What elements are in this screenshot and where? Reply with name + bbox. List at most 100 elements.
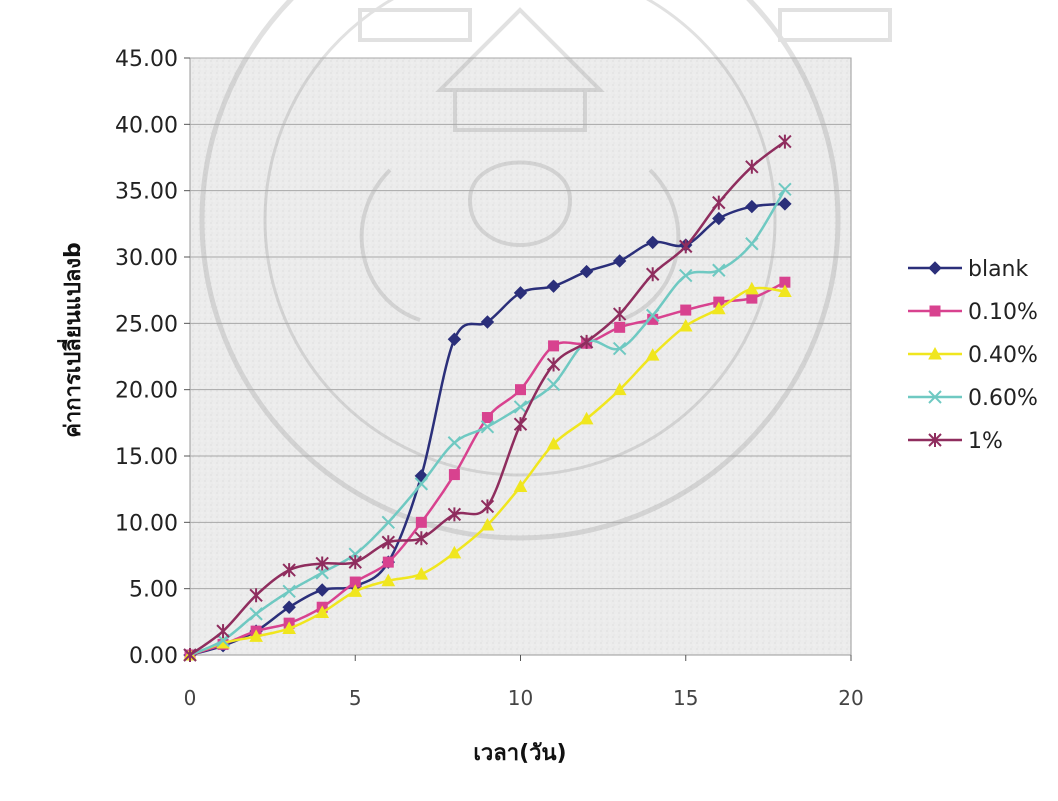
data-point xyxy=(513,286,528,300)
y-tick-label: 20.00 xyxy=(115,379,178,404)
seal-left-box xyxy=(358,8,472,42)
data-point xyxy=(415,516,427,528)
legend-marker xyxy=(928,346,942,360)
seal-outer-ring xyxy=(199,0,841,541)
legend-item: 1% xyxy=(908,429,1003,454)
data-point xyxy=(447,332,462,346)
seal-right-box xyxy=(778,8,892,42)
plot-area xyxy=(189,57,852,656)
data-point xyxy=(480,420,495,434)
data-point xyxy=(546,437,561,450)
legend-item: blank xyxy=(908,257,1029,282)
data-point xyxy=(447,545,462,559)
data-point xyxy=(712,195,726,210)
data-point xyxy=(249,588,263,603)
seal-altar-shape xyxy=(453,88,587,132)
data-point xyxy=(481,412,493,424)
legend-label: 0.10% xyxy=(968,300,1038,325)
data-point xyxy=(778,197,792,211)
legend-label: blank xyxy=(968,257,1029,282)
data-point xyxy=(513,400,528,414)
series-4 xyxy=(183,182,792,662)
data-point xyxy=(414,567,429,580)
data-point xyxy=(282,600,296,614)
data-point xyxy=(712,211,726,226)
series-layer xyxy=(183,134,792,662)
data-point xyxy=(778,134,792,149)
legend-marker xyxy=(928,390,942,404)
y-tick-label: 25.00 xyxy=(115,312,178,337)
data-point xyxy=(612,382,627,396)
data-point xyxy=(315,556,329,571)
x-tick-label: 0 xyxy=(184,686,197,710)
series-5 xyxy=(183,134,792,662)
x-axis-title: เวลา(วัน) xyxy=(473,741,566,766)
x-tick-label: 15 xyxy=(673,686,698,710)
data-point xyxy=(746,292,758,304)
data-point xyxy=(414,531,429,546)
seal-left-flourish xyxy=(359,168,421,322)
data-point xyxy=(612,254,627,268)
data-point xyxy=(381,535,396,550)
y-tick-label: 40.00 xyxy=(115,113,178,138)
data-point xyxy=(315,605,330,619)
data-point xyxy=(645,267,660,282)
x-tick-label: 20 xyxy=(838,686,863,710)
data-point xyxy=(447,507,462,522)
data-point xyxy=(216,624,230,639)
seal-inner-ring xyxy=(263,0,777,477)
data-point xyxy=(612,307,627,322)
legend-marker xyxy=(929,305,941,317)
x-tick-label: 5 xyxy=(349,686,362,710)
legend-item: 0.10% xyxy=(908,300,1038,325)
data-point xyxy=(680,304,692,316)
data-point xyxy=(480,499,495,514)
y-axis-title: ค่าการเปลี่ยนแปลงb xyxy=(56,242,86,438)
y-tick-label: 5.00 xyxy=(129,578,178,603)
y-tick-label: 35.00 xyxy=(115,180,178,205)
seal-crown-shape xyxy=(435,7,605,92)
data-point xyxy=(778,182,792,197)
x-tick-label: 10 xyxy=(508,686,533,710)
data-point xyxy=(381,515,396,530)
data-point xyxy=(579,411,594,425)
data-point xyxy=(712,263,726,277)
data-point xyxy=(414,477,429,491)
data-point xyxy=(645,235,660,250)
data-point xyxy=(546,279,561,293)
data-point xyxy=(249,607,263,621)
data-point xyxy=(679,268,693,283)
data-point xyxy=(183,648,197,662)
legend-label: 0.40% xyxy=(968,343,1038,368)
legend: blank 0.10% 0.40% 0.60% 1% xyxy=(908,257,1038,454)
data-point xyxy=(282,563,296,578)
y-tick-label: 0.00 xyxy=(129,644,178,669)
y-tick-label: 10.00 xyxy=(115,511,178,536)
data-point xyxy=(382,556,394,568)
data-point xyxy=(546,377,561,392)
data-point xyxy=(513,479,528,493)
data-point xyxy=(745,159,759,174)
seal-center-shape xyxy=(468,160,573,247)
data-point xyxy=(645,348,660,361)
data-point xyxy=(448,469,460,481)
data-point xyxy=(348,584,363,597)
data-point xyxy=(282,584,296,599)
data-point xyxy=(579,264,594,279)
data-point xyxy=(348,555,362,570)
legend-item: 0.40% xyxy=(908,343,1038,368)
data-point xyxy=(645,308,660,323)
data-point xyxy=(679,239,693,254)
data-point xyxy=(515,384,526,396)
data-point xyxy=(614,321,626,333)
data-point xyxy=(711,301,726,315)
data-point xyxy=(745,237,759,251)
data-point xyxy=(282,621,296,634)
y-tick-label: 30.00 xyxy=(115,246,178,271)
legend-label: 0.60% xyxy=(968,386,1038,411)
data-point xyxy=(513,417,528,432)
legend-marker xyxy=(928,433,942,447)
y-tick-label: 45.00 xyxy=(115,47,178,72)
